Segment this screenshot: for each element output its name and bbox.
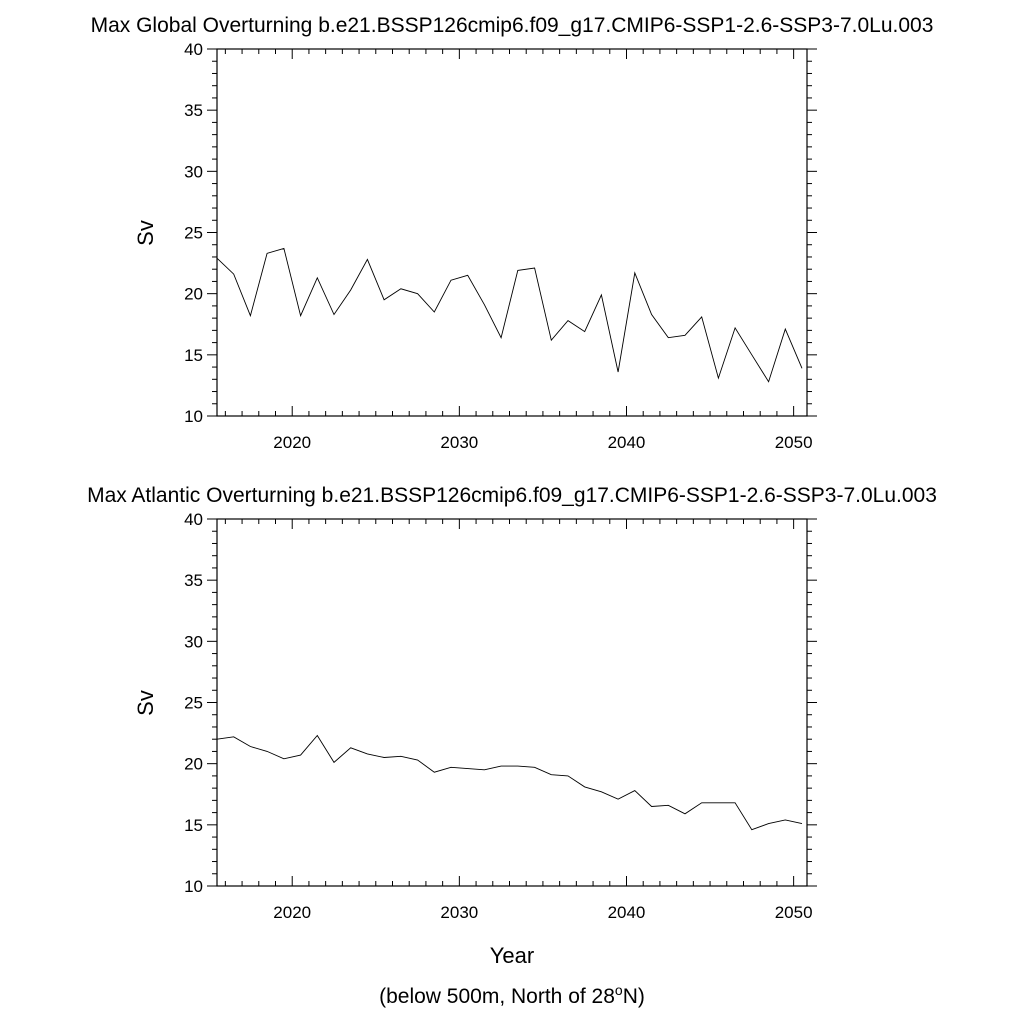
x-tick-label: 2040 [608,433,646,452]
y-tick-label: 30 [184,162,203,181]
y-tick-label: 40 [184,40,203,59]
series-line [216,247,803,383]
y-tick-label: 25 [184,694,203,713]
atlantic-overturning-panel: Max Atlantic Overturning b.e21.BSSP126cm… [87,484,937,968]
y-tick-label: 40 [184,510,203,529]
y-tick-label: 15 [184,816,203,835]
x-tick-label: 2050 [775,433,813,452]
y-tick-label: 35 [184,101,203,120]
x-tick-label: 2020 [273,433,311,452]
chart-title: Max Global Overturning b.e21.BSSP126cmip… [91,14,934,37]
series-line [216,734,803,831]
global-overturning-panel: Max Global Overturning b.e21.BSSP126cmip… [91,14,934,452]
footnote-text: (below 500m, North of 28 [379,985,615,1008]
y-tick-label: 35 [184,571,203,590]
x-tick-label: 2040 [608,903,646,922]
plot-frame [216,48,808,417]
y-tick-label: 20 [184,755,203,774]
tick-labels: 2020 2030 2040 2050 10 15 20 25 30 35 40 [184,40,812,452]
y-tick-label: 25 [184,224,203,243]
footnote-text-end: N) [623,985,645,1008]
x-tick-label: 2030 [440,433,478,452]
y-axis-label: Sv [133,690,158,716]
ticks [207,518,817,887]
ticks [207,48,817,417]
x-tick-label: 2050 [775,903,813,922]
tick-labels: 2020 2030 2040 2050 10 15 20 25 30 35 40 [184,510,812,922]
y-axis-label: Sv [133,220,158,246]
degree-superscript: o [615,982,623,998]
footnote: (below 500m, North of 28oN) [379,982,645,1008]
y-tick-label: 10 [184,877,203,896]
x-tick-label: 2030 [440,903,478,922]
x-axis-label: Year [490,943,534,968]
chart-title: Max Atlantic Overturning b.e21.BSSP126cm… [87,484,937,507]
y-tick-label: 10 [184,407,203,426]
y-tick-label: 15 [184,346,203,365]
y-tick-label: 20 [184,285,203,304]
plot-frame [216,518,808,887]
y-tick-label: 30 [184,632,203,651]
x-tick-label: 2020 [273,903,311,922]
